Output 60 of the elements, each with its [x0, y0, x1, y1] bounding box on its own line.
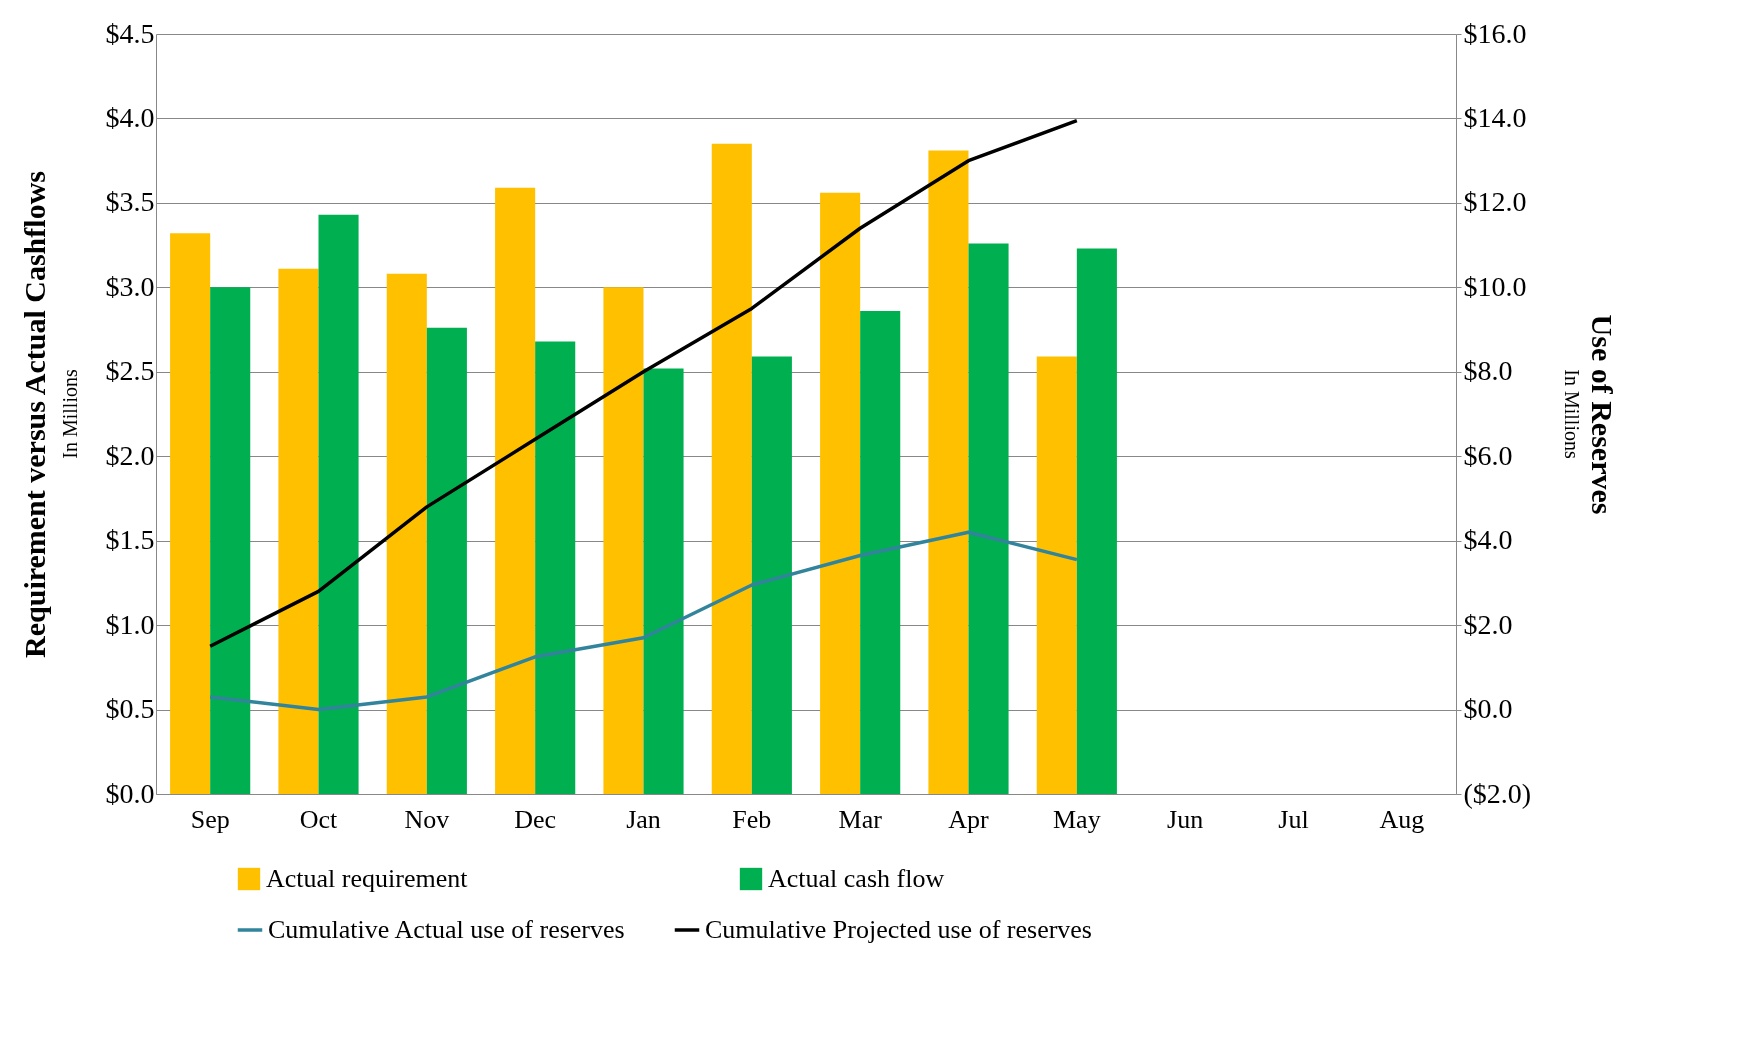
y2-tick-label: $16.0	[1463, 17, 1527, 49]
y-tick-label: $2.0	[105, 439, 155, 471]
bar	[495, 187, 536, 794]
text: In Millions	[59, 369, 81, 459]
y2-axis-title: Use of Reserves	[1586, 314, 1620, 515]
bar	[751, 356, 792, 794]
x-tick-label: Dec	[514, 804, 557, 834]
y-tick-label: $4.0	[105, 101, 155, 133]
bar	[820, 192, 861, 794]
y-tick-label: $3.5	[105, 186, 155, 218]
bar	[1076, 248, 1117, 794]
x-tick-label: May	[1053, 804, 1101, 834]
bar	[278, 268, 319, 794]
legend-label: Cumulative Projected use of reserves	[705, 915, 1092, 944]
bar	[170, 233, 211, 794]
x-tick-label: Jun	[1167, 804, 1204, 834]
y-tick-label: $4.5	[105, 17, 155, 49]
bar	[318, 214, 359, 794]
x-tick-label: Mar	[838, 804, 883, 834]
line-series	[208, 118, 1079, 648]
legend-label: Actual requirement	[266, 864, 469, 893]
bar	[426, 327, 467, 794]
y2-tick-label: $12.0	[1463, 186, 1527, 218]
y2-tick-label: $10.0	[1463, 270, 1527, 302]
y2-tick-label: $2.0	[1463, 608, 1513, 640]
bar	[928, 150, 969, 794]
legend-label: Cumulative Actual use of reserves	[268, 915, 625, 944]
bar	[1036, 356, 1077, 794]
x-tick-label: Sep	[190, 804, 230, 834]
y2-tick-label: ($2.0)	[1463, 777, 1532, 809]
y-tick-label: $0.5	[105, 693, 155, 725]
y-tick-label: $0.0	[105, 777, 155, 809]
bar	[711, 143, 752, 794]
legend-label: Actual cash flow	[768, 864, 945, 893]
bar	[210, 287, 251, 794]
bar	[603, 287, 644, 794]
x-tick-label: Apr	[948, 804, 990, 834]
y-tick-label: $1.5	[105, 524, 155, 556]
bar	[386, 273, 427, 794]
x-tick-label: Aug	[1379, 804, 1425, 834]
y-tick-label: $3.0	[105, 270, 155, 302]
y-axis-title: Requirement versus Actual Cashflows	[17, 171, 51, 658]
y2-tick-label: $8.0	[1463, 355, 1513, 387]
y-tick-label: $2.5	[105, 355, 155, 387]
y2-tick-label: $6.0	[1463, 439, 1513, 471]
x-tick-label: Jan	[626, 804, 661, 834]
line-series	[208, 530, 1079, 712]
y2-tick-label: $0.0	[1463, 693, 1513, 725]
x-tick-label: Jul	[1278, 804, 1309, 834]
y2-tick-label: $4.0	[1463, 524, 1513, 556]
x-tick-label: Nov	[404, 804, 450, 834]
text: In Millions	[1561, 369, 1583, 459]
bar	[535, 341, 576, 794]
x-tick-label: Oct	[299, 804, 339, 834]
bar	[643, 368, 684, 794]
y-tick-label: $1.0	[105, 608, 155, 640]
bar	[968, 243, 1009, 794]
bar	[860, 310, 901, 794]
y2-tick-label: $14.0	[1463, 101, 1527, 133]
x-tick-label: Feb	[732, 804, 772, 834]
